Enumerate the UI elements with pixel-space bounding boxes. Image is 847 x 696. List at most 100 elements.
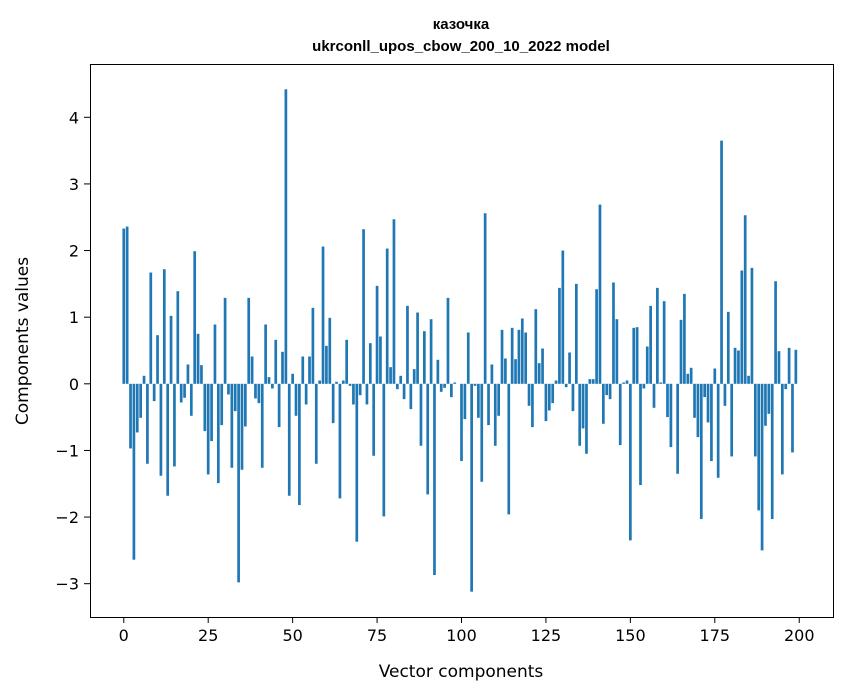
- bar-162: [669, 383, 673, 448]
- chart-title-line-2: ukrconll_upos_cbow_200_10_2022 model: [312, 38, 610, 55]
- bar-195: [780, 383, 784, 475]
- bar-191: [767, 383, 771, 414]
- bar-106: [480, 383, 484, 482]
- x-tick-label: 0: [119, 626, 129, 645]
- x-tick-label: 25: [198, 626, 218, 645]
- bar-111: [497, 383, 500, 416]
- bar-2: [129, 383, 132, 449]
- bar-136: [581, 383, 585, 429]
- bar-56: [311, 307, 315, 384]
- bar-13: [166, 383, 170, 496]
- bar-112: [500, 329, 504, 384]
- bar-42: [264, 324, 267, 384]
- x-tick-label: 150: [615, 626, 646, 645]
- bar-38: [250, 356, 254, 384]
- bar-37: [247, 297, 251, 384]
- y-tick-label: 2: [69, 242, 79, 261]
- bar-7: [146, 383, 149, 464]
- bar-25: [206, 383, 210, 475]
- bar-26: [210, 383, 213, 442]
- bar-133: [571, 383, 575, 412]
- bar-187: [753, 383, 757, 457]
- bar-166: [683, 293, 686, 384]
- bar-24: [203, 383, 207, 432]
- bar-67: [348, 383, 352, 386]
- bar-72: [365, 383, 369, 405]
- bar-30: [223, 297, 227, 384]
- bar-77: [382, 383, 386, 517]
- bar-28: [216, 383, 220, 484]
- y-tick-label: −1: [55, 441, 79, 460]
- bar-194: [777, 351, 781, 384]
- bar-93: [436, 359, 440, 384]
- bar-139: [591, 379, 595, 384]
- bar-105: [477, 383, 480, 418]
- bar-84: [406, 305, 409, 384]
- bar-59: [321, 246, 325, 384]
- bar-110: [493, 383, 497, 446]
- bar-88: [419, 383, 423, 446]
- bar-14: [169, 315, 173, 384]
- bar-60: [325, 345, 328, 384]
- bar-70: [358, 383, 362, 396]
- x-axis: 0 25 50 75 100 125 150 175 200: [119, 617, 815, 645]
- bar-73: [368, 343, 372, 384]
- bar-8: [149, 272, 153, 384]
- bar-71: [362, 229, 365, 384]
- y-tick-label: 4: [69, 108, 79, 127]
- bar-21: [193, 251, 197, 384]
- y-axis: −3 −2 −1 0 1 2 3 4: [55, 108, 90, 594]
- x-tick-label: 175: [700, 626, 731, 645]
- bar-150: [629, 383, 632, 541]
- bar-51: [294, 383, 298, 416]
- bar-36: [244, 383, 247, 427]
- bar-160: [662, 301, 666, 384]
- bar-76: [379, 336, 382, 384]
- x-axis-label: Vector components: [379, 662, 544, 682]
- bar-181: [733, 347, 737, 384]
- bar-188: [757, 383, 761, 511]
- bar-127: [551, 383, 555, 404]
- bar-158: [656, 287, 659, 384]
- bar-189: [760, 383, 764, 551]
- bar-63: [335, 381, 338, 384]
- bar-1: [125, 226, 129, 384]
- bar-197: [787, 347, 791, 384]
- bar-108: [487, 383, 490, 426]
- bar-34: [237, 383, 240, 583]
- bar-152: [635, 327, 639, 384]
- bar-39: [254, 383, 257, 399]
- bar-159: [659, 382, 663, 384]
- bar-11: [159, 383, 163, 476]
- bar-91: [429, 319, 433, 384]
- bar-22: [196, 333, 200, 384]
- bar-146: [615, 319, 619, 384]
- bar-145: [612, 282, 615, 384]
- bar-46: [277, 383, 281, 428]
- bar-184: [743, 215, 747, 384]
- bar-167: [686, 373, 690, 384]
- bar-174: [710, 383, 713, 462]
- bar-48: [284, 89, 288, 384]
- bar-101: [463, 383, 467, 420]
- bar-185: [747, 375, 750, 384]
- bar-66: [345, 339, 349, 384]
- bar-172: [703, 383, 707, 398]
- y-axis-label: Components values: [13, 257, 33, 425]
- bar-53: [301, 356, 305, 384]
- bar-130: [561, 250, 565, 384]
- bar-165: [679, 319, 683, 384]
- bar-199: [794, 349, 798, 384]
- bar-190: [764, 383, 767, 426]
- bar-79: [389, 367, 392, 384]
- bar-144: [608, 383, 612, 400]
- bar-44: [271, 383, 274, 389]
- bar-149: [625, 380, 629, 384]
- bar-170: [696, 383, 700, 438]
- bar-80: [392, 219, 396, 384]
- bar-0: [122, 228, 126, 384]
- bar-95: [443, 383, 446, 388]
- bar-87: [416, 312, 419, 384]
- bar-120: [527, 383, 531, 406]
